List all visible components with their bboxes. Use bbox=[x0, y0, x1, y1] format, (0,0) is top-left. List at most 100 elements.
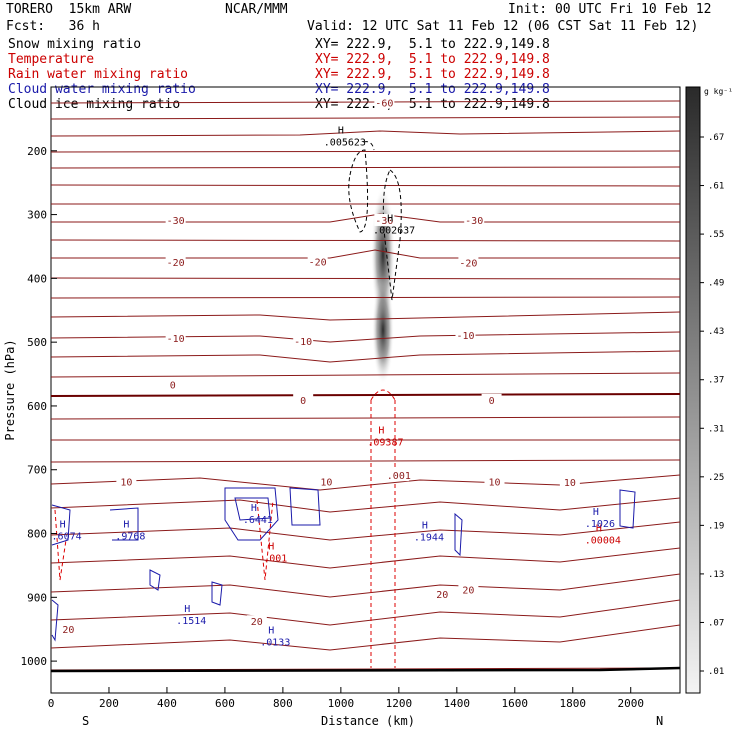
y-tick-label: 900 bbox=[27, 591, 47, 604]
isotherm-label: .001 bbox=[387, 471, 411, 482]
colorbar-label: .13 bbox=[708, 570, 724, 580]
contour-label-bg bbox=[293, 335, 314, 348]
maximum-value: .00004 bbox=[585, 536, 621, 547]
colorbar-label: .25 bbox=[708, 473, 724, 483]
isotherm-label: 0 bbox=[170, 381, 176, 392]
contour-label-bg bbox=[58, 622, 79, 635]
colorbar-label: .31 bbox=[708, 424, 724, 434]
isotherm-label: 20 bbox=[251, 617, 263, 628]
contour-label-bg bbox=[165, 213, 186, 226]
x-axis-south: S bbox=[82, 714, 89, 728]
contour-label-bg bbox=[165, 256, 186, 269]
y-tick-label: 200 bbox=[27, 145, 47, 158]
y-tick-label: 1000 bbox=[21, 655, 48, 668]
x-axis-title: Distance (km) bbox=[321, 714, 415, 728]
isotherm-label: -10 bbox=[294, 337, 312, 348]
isotherm-label: 0 bbox=[489, 396, 495, 407]
maximum-value: .6074 bbox=[52, 532, 82, 543]
maximum-value: .6441 bbox=[243, 515, 273, 526]
maximum-marker: H bbox=[596, 524, 602, 535]
maximum-marker: H bbox=[422, 520, 428, 531]
contour-label-bg bbox=[307, 255, 328, 268]
colorbar-label: .67 bbox=[708, 133, 724, 143]
colorbar-labels: .67 .61 .55 .49 .43 .37 .31 .25 .19 .13 .07 .01 bbox=[700, 133, 724, 677]
maximum-marker: H bbox=[123, 520, 129, 531]
isotherm-label: 20 bbox=[462, 585, 474, 596]
contour-label-bg bbox=[388, 469, 409, 482]
isotherm-label: -60 bbox=[375, 99, 393, 110]
isotherm-label: 10 bbox=[564, 478, 576, 489]
cloudwater-contours bbox=[51, 487, 636, 642]
maximum-marker: H bbox=[338, 125, 344, 136]
isotherm-label: 10 bbox=[120, 477, 132, 488]
colorbar-label: .01 bbox=[708, 667, 724, 677]
run-title: TORERO 15km ARW bbox=[6, 2, 132, 17]
y-tick-label: 800 bbox=[27, 528, 47, 541]
field-cloudwater-label: Cloud water mixing ratio bbox=[8, 82, 196, 97]
x-tick-label: 200 bbox=[99, 697, 119, 710]
colorbar-label: .61 bbox=[708, 182, 724, 192]
x-tick-label: 0 bbox=[48, 697, 55, 710]
x-tick-label: 1200 bbox=[386, 697, 413, 710]
colorbar-label: .43 bbox=[708, 327, 724, 337]
contour-label-bg bbox=[293, 393, 314, 406]
x-tick-label: 400 bbox=[157, 697, 177, 710]
colorbar-label: .07 bbox=[708, 618, 724, 628]
x-axis: 0 200 400 600 800 1000 1200 1400 1600 1800 2000 bbox=[48, 687, 644, 710]
maximum-marker: H bbox=[378, 425, 384, 436]
isotherm-label: 0 bbox=[300, 396, 306, 407]
maximum-marker: H bbox=[593, 507, 599, 518]
isotherm-label: 20 bbox=[436, 590, 448, 601]
colorbar-label: .49 bbox=[708, 279, 724, 289]
maximum-value: .002637 bbox=[373, 226, 415, 237]
maximum-value: .1514 bbox=[176, 616, 206, 627]
plot-area bbox=[51, 100, 680, 673]
contour-label-bg bbox=[316, 475, 337, 488]
colorbar-label: .37 bbox=[708, 376, 724, 386]
field-cloudice-label: Cloud ice mixing ratio bbox=[8, 97, 181, 112]
field-rain-xy: XY= 222.9, 5.1 to 222.9,149.8 bbox=[315, 67, 550, 82]
field-snow-xy: XY= 222.9, 5.1 to 222.9,149.8 bbox=[315, 37, 550, 52]
maximum-marker: H bbox=[268, 541, 274, 552]
field-temperature-xy: XY= 222.9, 5.1 to 222.9,149.8 bbox=[315, 52, 550, 67]
x-tick-label: 800 bbox=[273, 697, 293, 710]
rain-contours bbox=[54, 389, 396, 668]
contour-label-bg bbox=[458, 256, 479, 269]
snow-ice-contours bbox=[348, 141, 402, 301]
contour-label-bg bbox=[246, 615, 267, 628]
isotherm-label: -30 bbox=[167, 216, 185, 227]
field-snow-label: Snow mixing ratio bbox=[8, 37, 142, 52]
isotherms bbox=[51, 100, 680, 671]
isotherm-label: -20 bbox=[167, 258, 185, 269]
isotherm-label: 20 bbox=[62, 625, 74, 636]
contour-label-bg bbox=[559, 476, 580, 489]
isotherm-label: -30 bbox=[465, 216, 483, 227]
field-cloudwater-xy: XY= 222.9, 5.1 to 222.9,149.8 bbox=[315, 82, 550, 97]
plot-frame bbox=[50, 86, 681, 694]
colorbar-label: .55 bbox=[708, 230, 724, 240]
isotherm-label: 10 bbox=[320, 477, 332, 488]
colorbar bbox=[685, 86, 701, 694]
maximum-marker: H bbox=[184, 604, 190, 615]
contour-label-bg bbox=[484, 475, 505, 488]
init-time: Init: 00 UTC Fri 10 Feb 12 bbox=[508, 2, 712, 17]
contour-label-bg bbox=[481, 393, 502, 406]
contour-label-bg bbox=[165, 331, 186, 344]
maximum-value: .005623 bbox=[324, 137, 366, 148]
isotherm-label: -30 bbox=[375, 216, 393, 227]
contour-label-bg bbox=[116, 475, 137, 488]
isotherm-label: 10 bbox=[488, 477, 500, 488]
ground-surface bbox=[51, 666, 680, 673]
contour-label-bg bbox=[162, 378, 183, 391]
contour-label-bg bbox=[374, 213, 395, 226]
maximum-value: .9768 bbox=[115, 532, 145, 543]
maximum-marker: H bbox=[60, 520, 66, 531]
isotherm-label: -20 bbox=[459, 259, 477, 270]
maximum-marker: H bbox=[268, 626, 274, 637]
x-tick-label: 1600 bbox=[502, 697, 529, 710]
y-tick-label: 700 bbox=[27, 464, 47, 477]
isotherm-label: -10 bbox=[456, 331, 474, 342]
maximum-value: .09387 bbox=[367, 437, 403, 448]
contour-label-bg bbox=[455, 328, 476, 341]
